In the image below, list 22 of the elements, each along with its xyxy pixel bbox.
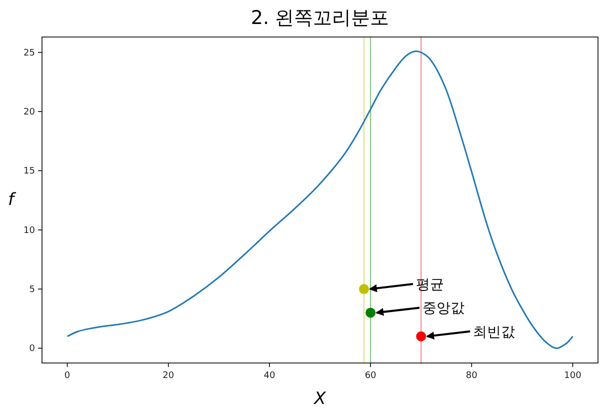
x-tick-label: 60 [364, 371, 377, 381]
annotation: 중앙값 [422, 300, 465, 317]
x-axis-title: X [313, 389, 326, 409]
y-tick-label: 10 [24, 226, 36, 236]
x-tick-label: 80 [466, 371, 478, 381]
x-tick-label: 0 [64, 371, 70, 381]
point [358, 284, 369, 294]
point [366, 308, 376, 318]
y-tick-label: 5 [29, 285, 35, 296]
line-series [66, 50, 574, 349]
annotation: 최빈값 [473, 324, 516, 340]
annotation: 평균 [416, 277, 444, 294]
y-tick-label: 0 [29, 344, 36, 354]
y-tick-label: 25 [24, 48, 35, 58]
chart-title: 2. 왼쪽꼬리분포 [250, 7, 390, 29]
x-tick-label: 100 [564, 371, 582, 381]
y-axis-title: f [8, 190, 17, 210]
y-tick-label: 20 [24, 108, 36, 118]
point [416, 331, 426, 342]
x-tick-label: 20 [162, 371, 174, 381]
y-tick-label: 15 [24, 166, 35, 177]
x-tick-label: 40 [264, 371, 276, 381]
